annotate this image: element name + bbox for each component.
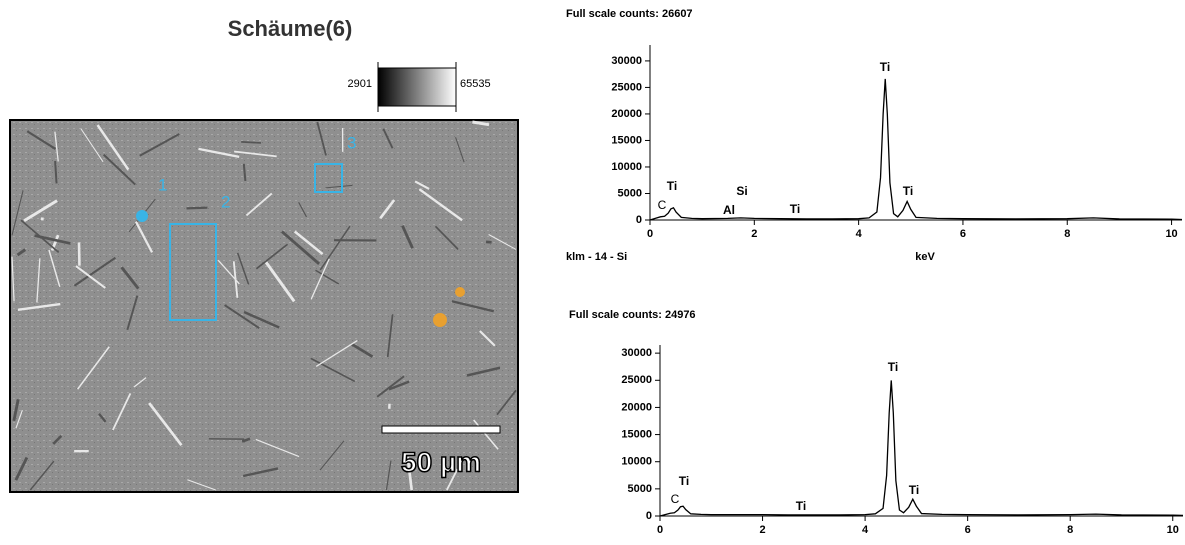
peak-label: Ti [679,474,689,488]
y-tick-label: 5000 [618,187,642,199]
x-tick-label: 8 [1067,524,1073,536]
scale-bar [382,426,500,433]
y-tick-label: 15000 [611,134,642,146]
peak-label: C [671,492,680,506]
chart-title: Full scale counts: 24976 [569,309,696,321]
peak-label: Ti [903,184,913,198]
scale-bar-label: 50 µm [401,446,481,477]
y-tick-label: 0 [636,214,642,226]
sem-texture [187,208,208,209]
x-tick-label: 4 [862,524,869,536]
y-tick-label: 5000 [628,483,652,495]
x-tick-label: 8 [1064,228,1070,240]
y-tick-label: 25000 [621,374,652,386]
colorbar-max: 65535 [460,78,491,90]
sem-image [10,120,518,492]
peak-label: C [658,198,667,212]
x-tick-label: 4 [856,228,863,240]
peak-label: Ti [888,360,898,374]
y-tick-label: 10000 [611,161,642,173]
image-title: Schäume(6) [228,16,353,41]
peak-label: Ti [790,202,800,216]
y-tick-label: 0 [646,510,652,522]
peak-label: Ti [667,179,677,193]
y-tick-label: 15000 [621,428,652,440]
region-label: 3 [347,133,356,152]
peak-label: Ti [880,60,890,74]
peak-label: Ti [909,483,919,497]
sem-texture [55,161,56,183]
y-tick-label: 10000 [621,456,652,468]
x-tick-label: 2 [759,524,765,536]
peak-label: Ti [796,499,806,513]
y-tick-label: 25000 [611,81,642,93]
colorbar [378,68,456,106]
region-point [136,210,148,222]
screen: Schäume(6) 2901 65535 1 2 3 50 µm Full s… [0,0,1185,540]
chart-title: Full scale counts: 26607 [566,8,693,20]
element-label: klm - 14 - Si [566,251,627,263]
sem-background [10,120,518,492]
x-tick-label: 0 [657,524,663,536]
marker [433,313,447,327]
marker [455,287,465,297]
y-tick-label: 20000 [621,401,652,413]
x-tick-label: 0 [647,228,653,240]
y-tick-label: 30000 [621,347,652,359]
x-axis-label: keV [915,251,935,263]
region-label: 1 [158,175,167,194]
peak-label: Al [723,203,735,217]
peak-label: Si [736,184,747,198]
region-label: 2 [221,192,230,211]
y-tick-label: 20000 [611,108,642,120]
y-tick-label: 30000 [611,55,642,67]
colorbar-min: 2901 [348,78,372,90]
spectrum-line [660,380,1183,516]
spectrum-line [650,79,1182,220]
x-tick-label: 2 [751,228,757,240]
sem-texture [241,142,261,143]
x-tick-label: 6 [960,228,966,240]
x-tick-label: 6 [965,524,971,536]
x-tick-label: 10 [1165,228,1177,240]
x-tick-label: 10 [1167,524,1179,536]
